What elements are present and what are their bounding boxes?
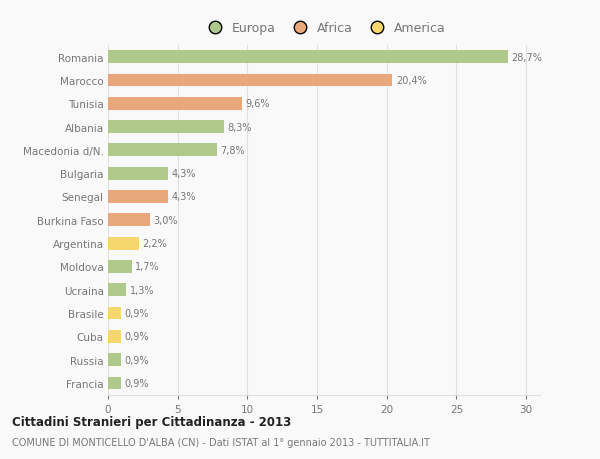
- Text: 0,9%: 0,9%: [124, 378, 149, 388]
- Bar: [108, 214, 150, 227]
- Text: 1,7%: 1,7%: [135, 262, 160, 272]
- Text: Cittadini Stranieri per Cittadinanza - 2013: Cittadini Stranieri per Cittadinanza - 2…: [12, 415, 291, 428]
- Bar: [108, 74, 392, 87]
- Bar: [108, 168, 168, 180]
- Bar: [108, 144, 217, 157]
- Bar: [108, 98, 242, 111]
- Bar: [108, 377, 121, 390]
- Text: 2,2%: 2,2%: [142, 239, 167, 249]
- Text: 0,9%: 0,9%: [124, 331, 149, 341]
- Text: COMUNE DI MONTICELLO D'ALBA (CN) - Dati ISTAT al 1° gennaio 2013 - TUTTITALIA.IT: COMUNE DI MONTICELLO D'ALBA (CN) - Dati …: [12, 437, 430, 447]
- Text: 4,3%: 4,3%: [172, 192, 196, 202]
- Bar: [108, 284, 126, 297]
- Text: 20,4%: 20,4%: [396, 76, 427, 86]
- Text: 9,6%: 9,6%: [245, 99, 270, 109]
- Text: 7,8%: 7,8%: [220, 146, 245, 156]
- Bar: [108, 330, 121, 343]
- Bar: [108, 353, 121, 366]
- Text: 28,7%: 28,7%: [511, 52, 542, 62]
- Bar: [108, 307, 121, 320]
- Bar: [108, 190, 168, 203]
- Text: 0,9%: 0,9%: [124, 355, 149, 365]
- Text: 3,0%: 3,0%: [153, 215, 178, 225]
- Legend: Europa, Africa, America: Europa, Africa, America: [197, 17, 451, 40]
- Bar: [108, 237, 139, 250]
- Bar: [108, 51, 508, 64]
- Text: 8,3%: 8,3%: [227, 122, 251, 132]
- Text: 1,3%: 1,3%: [130, 285, 154, 295]
- Text: 4,3%: 4,3%: [172, 169, 196, 179]
- Bar: [108, 121, 224, 134]
- Text: 0,9%: 0,9%: [124, 308, 149, 319]
- Bar: [108, 260, 131, 273]
